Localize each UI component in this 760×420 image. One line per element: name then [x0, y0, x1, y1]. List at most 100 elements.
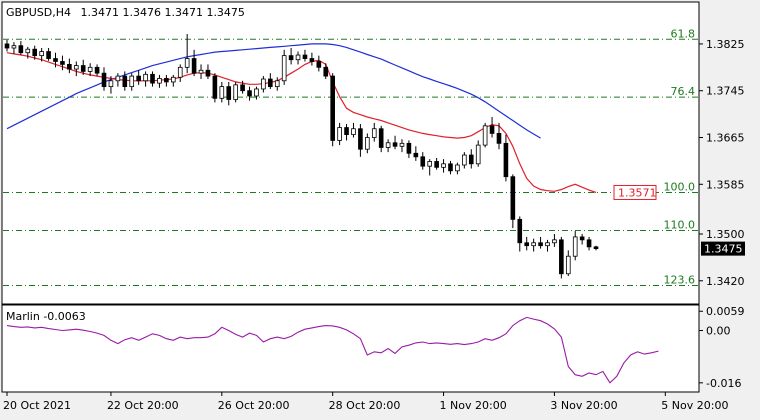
- candle: [261, 76, 266, 93]
- candle: [330, 73, 335, 147]
- current-price-text: 1.3475: [704, 243, 743, 256]
- candle: [510, 174, 516, 229]
- time-label-0: 20 Oct 2021: [3, 399, 71, 412]
- marlin-tick-label-2: -0.016: [706, 377, 741, 390]
- candle: [143, 71, 148, 87]
- candle-body: [11, 45, 17, 49]
- candle: [67, 58, 72, 74]
- candle-body: [136, 75, 141, 82]
- marlin-axis-labels: 0.0059 0.00 -0.016: [706, 305, 745, 390]
- candle-body: [53, 58, 58, 62]
- candle-body: [302, 54, 308, 59]
- candle: [73, 61, 79, 77]
- candle-body: [545, 242, 550, 247]
- candle-body: [129, 75, 135, 88]
- candle-body: [559, 239, 564, 275]
- marlin-title: Marlin -0.0063: [6, 310, 86, 323]
- candle: [524, 236, 530, 251]
- candle-body: [274, 80, 280, 88]
- candle-body: [358, 128, 363, 150]
- price-axis-labels: 1.3825 1.3745 1.3665 1.3585 1.3500 1.3420: [706, 38, 745, 288]
- candle-body: [538, 242, 543, 247]
- marlin-pane: [1, 304, 700, 393]
- candle-body: [171, 76, 176, 83]
- candle: [281, 49, 287, 85]
- candle: [39, 48, 44, 62]
- candle: [219, 81, 225, 103]
- candle-body: [399, 142, 405, 147]
- candle: [399, 139, 405, 153]
- fib-label-2: 100.0: [664, 180, 696, 193]
- candle-body: [517, 218, 523, 244]
- blue-moving-average: [6, 43, 541, 139]
- candle-body: [462, 154, 467, 166]
- price-tick-label-2: 1.3665: [706, 132, 745, 145]
- candle-body: [413, 152, 419, 158]
- candle: [18, 41, 24, 56]
- candle-body: [108, 80, 114, 88]
- time-label-2: 26 Oct 20:00: [218, 399, 290, 412]
- candle-body: [254, 88, 259, 97]
- current-price-box: [701, 241, 745, 256]
- candle-body: [101, 72, 107, 88]
- candle-body: [427, 161, 432, 167]
- candle: [302, 49, 308, 62]
- candle: [274, 77, 280, 91]
- candle-body: [510, 176, 516, 220]
- candle-body: [198, 69, 204, 74]
- fib-label-3: 110.0: [664, 218, 696, 231]
- candle: [295, 51, 301, 65]
- candle: [309, 52, 315, 66]
- candle: [552, 233, 557, 247]
- candle: [462, 152, 467, 169]
- fib-label-4: 123.6: [664, 273, 696, 286]
- candle-body: [87, 66, 93, 72]
- axis-ticks: [6, 43, 703, 396]
- candle-body: [240, 84, 245, 92]
- candle-body: [268, 78, 273, 88]
- candle-body: [441, 163, 446, 168]
- red-ma-price-label: 1.3571: [613, 184, 657, 200]
- candle-body: [60, 61, 65, 65]
- candle: [171, 74, 176, 87]
- candle: [11, 42, 17, 54]
- marlin-tick-label-1: 0.00: [706, 325, 731, 338]
- candle-body: [323, 66, 329, 77]
- candle-body: [309, 58, 315, 62]
- candle-body: [184, 58, 190, 68]
- candle: [385, 139, 391, 153]
- candle: [198, 64, 204, 80]
- time-label-6: 5 Nov 20:00: [661, 399, 728, 412]
- price-pane: [1, 1, 700, 305]
- candle: [489, 117, 495, 138]
- candle-body: [565, 255, 571, 275]
- candle-body: [378, 128, 384, 148]
- candle-body: [579, 236, 585, 241]
- candle: [150, 71, 155, 87]
- candle: [531, 238, 536, 252]
- candle: [545, 239, 550, 252]
- candle-body: [18, 45, 24, 54]
- candle: [538, 236, 543, 249]
- time-label-5: 3 Nov 20:00: [550, 399, 617, 412]
- candle-body: [468, 154, 474, 165]
- candle-body: [503, 142, 509, 178]
- candle-body: [122, 75, 128, 88]
- candle: [378, 125, 384, 153]
- red-ma-label-text: 1.3571: [618, 186, 657, 199]
- candle: [406, 140, 412, 158]
- candle-body: [552, 239, 557, 244]
- candle: [496, 122, 502, 150]
- candle: [441, 159, 446, 173]
- candle: [122, 71, 128, 91]
- candle: [586, 236, 592, 251]
- candle: [593, 245, 599, 251]
- candle: [4, 39, 10, 52]
- candle: [184, 33, 190, 74]
- candle: [468, 149, 474, 169]
- candle: [226, 81, 232, 106]
- candle: [115, 73, 121, 87]
- candle: [337, 122, 342, 146]
- candle: [420, 152, 426, 170]
